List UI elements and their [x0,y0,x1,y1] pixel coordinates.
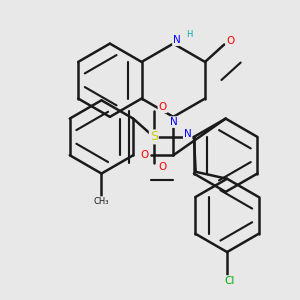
Text: O: O [226,36,235,46]
Text: N: N [170,117,178,127]
Text: O: O [158,102,167,112]
Text: S: S [150,130,158,143]
Text: N: N [184,129,191,139]
Text: O: O [140,150,148,160]
Text: H: H [186,30,192,39]
Text: O: O [158,162,167,172]
Text: Cl: Cl [225,276,235,286]
Text: CH₃: CH₃ [94,197,109,206]
Text: N: N [173,35,181,45]
